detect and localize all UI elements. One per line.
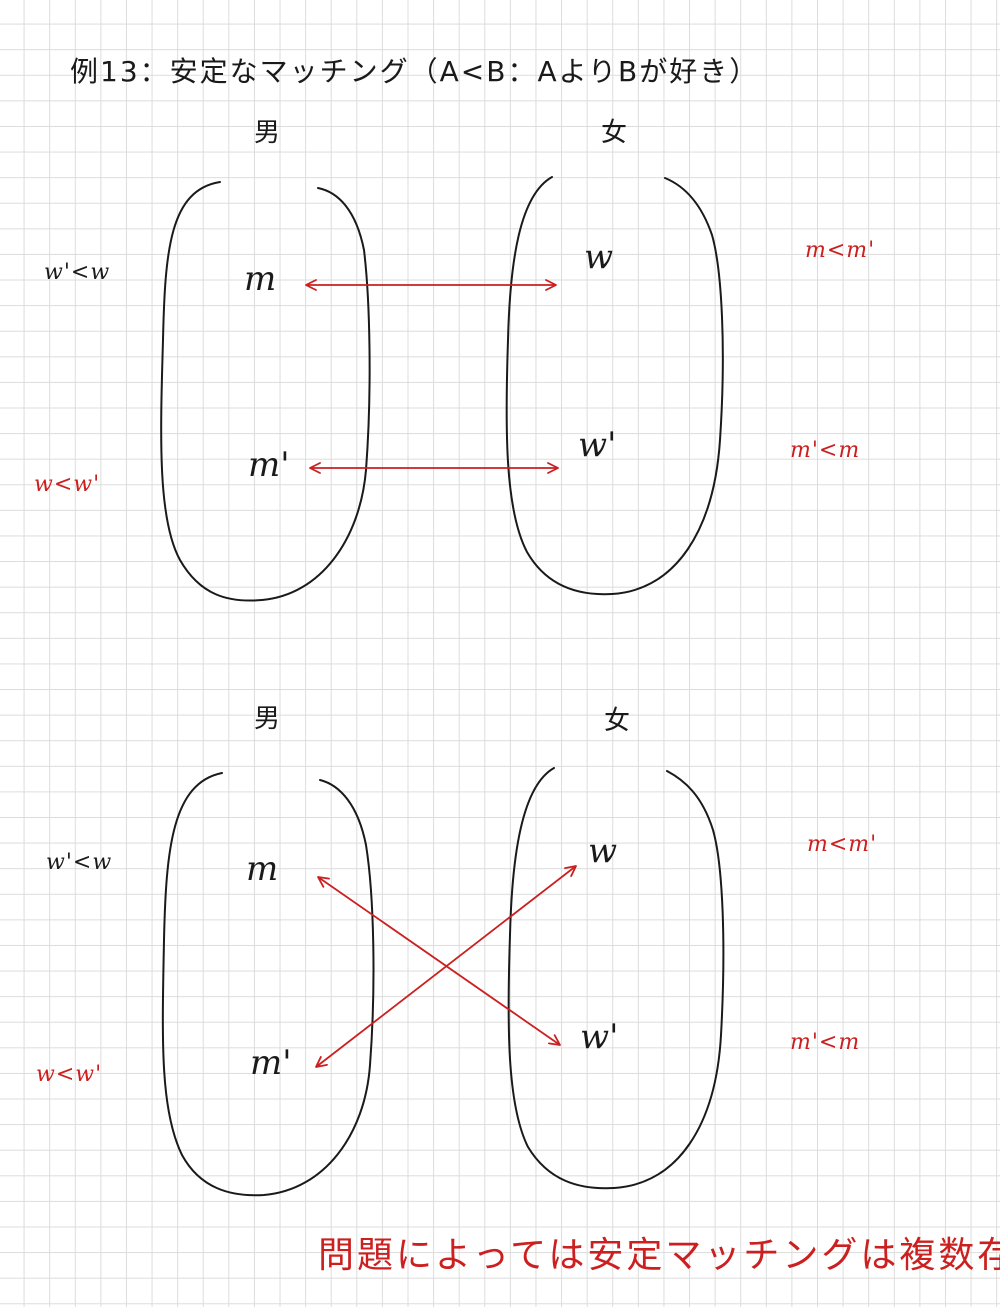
bottom-men-group-label: 男 <box>254 704 281 734</box>
bottom-node-m-prime: m' <box>250 1043 292 1083</box>
top-men-group-outline <box>160 181 371 602</box>
top-pref-w: m<m' <box>805 238 876 263</box>
bottom-match-m-w-prime <box>317 876 561 1046</box>
top-node-m-prime: m' <box>248 445 290 485</box>
top-men-group-label: 男 <box>254 118 281 148</box>
bottom-men-group-outline <box>161 772 375 1197</box>
bottom-pref-m-prime: w<w' <box>36 1062 103 1087</box>
bottom-match-m-prime-w <box>315 865 577 1068</box>
top-pref-w-prime: m'<m <box>790 438 861 463</box>
top-women-group-outline <box>505 176 724 596</box>
bottom-pref-w: m<m' <box>807 832 878 857</box>
bottom-node-m: m <box>246 849 279 889</box>
top-women-group-label: 女 <box>601 118 628 148</box>
top-node-m: m <box>244 259 277 299</box>
top-pref-m: w'<w <box>44 260 111 285</box>
bottom-pref-w-prime: m'<m <box>790 1030 861 1055</box>
bottom-women-group-label: 女 <box>604 706 631 736</box>
bottom-node-w-prime: w' <box>580 1017 619 1057</box>
page-title: 例13：安定なマッチング（A<B：AよりBが好き） <box>70 55 760 88</box>
top-node-w-prime: w' <box>578 425 617 465</box>
bottom-node-w: w <box>588 831 618 871</box>
top-node-w: w <box>584 237 614 277</box>
top-pref-m-prime: w<w' <box>34 472 101 497</box>
bottom-pref-m: w'<w <box>46 850 113 875</box>
footer-note: 問題によっては安定マッチングは複数存在． <box>318 1235 1000 1276</box>
